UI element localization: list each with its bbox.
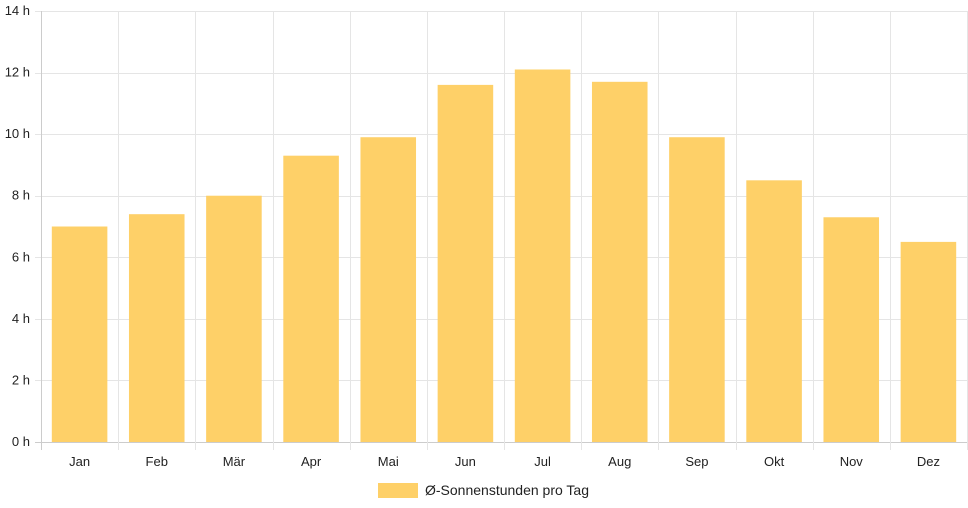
x-tick-label: Feb	[146, 454, 168, 469]
x-tick-label: Jun	[455, 454, 476, 469]
x-tick-label: Jan	[69, 454, 90, 469]
bar-mär[interactable]	[206, 195, 262, 442]
y-tick-label: 8 h	[12, 188, 30, 203]
legend-label[interactable]: Ø-Sonnenstunden pro Tag	[425, 482, 589, 498]
bar-nov[interactable]	[823, 217, 880, 442]
x-axis-tick-labels: Jan Feb Mär Apr Mai Jun Jul Aug Sep Okt Nov Dez	[69, 454, 940, 469]
x-tick-label: Nov	[840, 454, 864, 469]
y-axis-tick-labels: 0 h 2 h 4 h 6 h 8 h 10 h 12 h 14 h	[5, 3, 30, 449]
y-tick-label: 12 h	[5, 65, 30, 80]
x-tick-label: Aug	[608, 454, 631, 469]
x-tick-label: Sep	[685, 454, 708, 469]
x-tick-label: Mär	[223, 454, 246, 469]
bar-apr[interactable]	[283, 155, 339, 442]
bar-aug[interactable]	[591, 81, 648, 443]
y-tick-label: 14 h	[5, 3, 30, 18]
legend-swatch[interactable]	[378, 483, 418, 498]
x-tick-label: Dez	[917, 454, 940, 469]
y-tick-label: 10 h	[5, 126, 30, 141]
y-tick-label: 0 h	[12, 434, 30, 449]
bar-dez[interactable]	[900, 241, 957, 442]
x-tick-label: Apr	[301, 454, 322, 469]
y-tick-label: 4 h	[12, 311, 30, 326]
x-tick-label: Mai	[378, 454, 399, 469]
x-tick-label: Okt	[764, 454, 785, 469]
bar-okt[interactable]	[746, 180, 802, 443]
y-tick-label: 2 h	[12, 372, 30, 387]
bar-jun[interactable]	[437, 84, 494, 442]
chart-legend[interactable]: Ø-Sonnenstunden pro Tag	[378, 482, 589, 498]
x-tick-label: Jul	[534, 454, 551, 469]
y-tick-label: 6 h	[12, 249, 30, 264]
bar-sep[interactable]	[669, 137, 725, 442]
chart-grid	[35, 11, 968, 450]
chart-bars	[51, 69, 957, 443]
bar-jul[interactable]	[514, 69, 571, 442]
bar-mai[interactable]	[360, 137, 417, 442]
bar-feb[interactable]	[128, 214, 185, 442]
bar-jan[interactable]	[51, 226, 108, 443]
